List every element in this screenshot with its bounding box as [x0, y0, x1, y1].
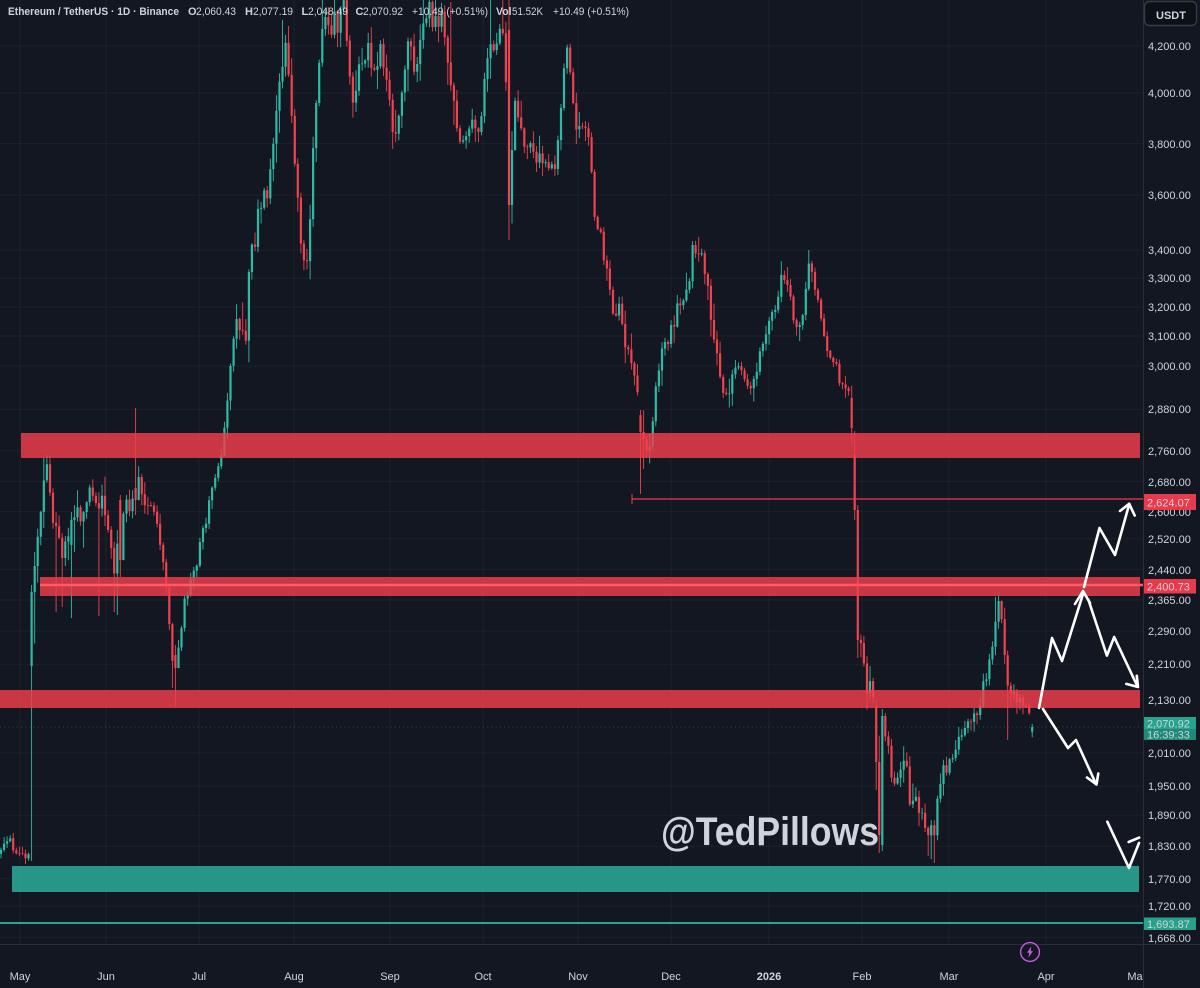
svg-text:2,880.00: 2,880.00	[1148, 404, 1191, 416]
svg-text:USDT: USDT	[1156, 10, 1186, 22]
svg-text:2026: 2026	[757, 971, 781, 983]
svg-text:Vol: Vol	[496, 6, 512, 18]
svg-text:1,770.00: 1,770.00	[1148, 874, 1191, 886]
svg-text:2,400.73: 2,400.73	[1147, 582, 1190, 594]
svg-text:Ethereum / TetherUS · 1D · Bin: Ethereum / TetherUS · 1D · Binance	[8, 6, 179, 18]
svg-text:Nov: Nov	[568, 971, 588, 983]
svg-text:2,070.92: 2,070.92	[363, 6, 403, 18]
svg-text:Jul: Jul	[192, 971, 206, 983]
svg-text:3,600.00: 3,600.00	[1148, 190, 1191, 202]
svg-text:51.52K: 51.52K	[512, 6, 544, 18]
svg-text:H: H	[245, 6, 253, 18]
svg-text:4,200.00: 4,200.00	[1148, 41, 1191, 53]
svg-text:Oct: Oct	[474, 971, 491, 983]
svg-text:3,800.00: 3,800.00	[1148, 139, 1191, 151]
svg-text:O: O	[188, 6, 197, 18]
svg-text:2,070.92: 2,070.92	[1147, 719, 1190, 731]
svg-text:2,290.00: 2,290.00	[1148, 626, 1191, 638]
svg-text:+10.49 (+0.51%): +10.49 (+0.51%)	[553, 6, 629, 18]
svg-text:Feb: Feb	[853, 971, 872, 983]
svg-text:2,680.00: 2,680.00	[1148, 477, 1191, 489]
svg-text:3,300.00: 3,300.00	[1148, 273, 1191, 285]
svg-text:2,077.19: 2,077.19	[253, 6, 293, 18]
svg-text:2,010.00: 2,010.00	[1148, 748, 1191, 760]
svg-text:2,210.00: 2,210.00	[1148, 659, 1191, 671]
svg-text:2,048.49: 2,048.49	[308, 6, 348, 18]
svg-text:Jun: Jun	[97, 971, 115, 983]
svg-text:2,520.00: 2,520.00	[1148, 534, 1191, 546]
svg-text:+10.49 (+0.51%): +10.49 (+0.51%)	[412, 6, 488, 18]
svg-text:3,100.00: 3,100.00	[1148, 331, 1191, 343]
svg-text:4,000.00: 4,000.00	[1148, 88, 1191, 100]
svg-text:Sep: Sep	[380, 971, 400, 983]
svg-text:1,720.00: 1,720.00	[1148, 901, 1191, 913]
svg-text:1,668.00: 1,668.00	[1148, 933, 1191, 945]
svg-text:2,440.00: 2,440.00	[1148, 565, 1191, 577]
svg-text:1,890.00: 1,890.00	[1148, 810, 1191, 822]
svg-text:1,950.00: 1,950.00	[1148, 781, 1191, 793]
svg-text:2,760.00: 2,760.00	[1148, 446, 1191, 458]
svg-text:2,130.00: 2,130.00	[1148, 695, 1191, 707]
svg-text:Aug: Aug	[284, 971, 304, 983]
svg-text:Apr: Apr	[1037, 971, 1054, 983]
svg-text:16:39:33: 16:39:33	[1147, 730, 1190, 742]
svg-text:2,365.00: 2,365.00	[1148, 595, 1191, 607]
svg-text:2,624.07: 2,624.07	[1147, 498, 1190, 510]
svg-text:May: May	[10, 971, 31, 983]
svg-text:Dec: Dec	[661, 971, 681, 983]
svg-text:L: L	[302, 6, 309, 18]
svg-text:C: C	[356, 6, 364, 18]
svg-text:3,000.00: 3,000.00	[1148, 361, 1191, 373]
svg-text:1,693.87: 1,693.87	[1147, 919, 1190, 931]
svg-text:2,060.43: 2,060.43	[196, 6, 236, 18]
svg-text:3,200.00: 3,200.00	[1148, 302, 1191, 314]
svg-text:Ma: Ma	[1127, 971, 1143, 983]
svg-text:Mar: Mar	[940, 971, 959, 983]
svg-text:3,400.00: 3,400.00	[1148, 245, 1191, 257]
svg-text:1,830.00: 1,830.00	[1148, 841, 1191, 853]
svg-text:@TedPillows: @TedPillows	[661, 810, 879, 854]
